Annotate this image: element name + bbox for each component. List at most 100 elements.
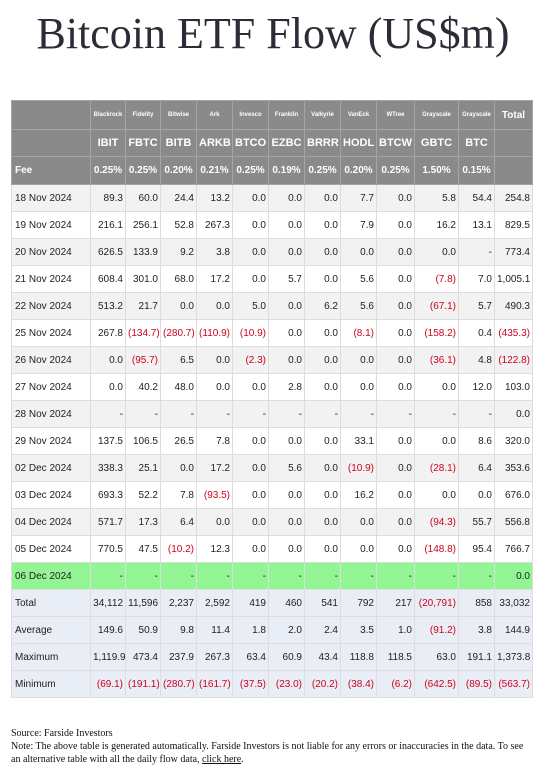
flow: 0.0	[340, 508, 377, 536]
flow: 0.0	[304, 265, 341, 293]
flow: 0.0	[90, 346, 126, 374]
flow: 12.3	[196, 535, 233, 563]
flow: 0.0	[494, 400, 533, 428]
flow: 103.0	[494, 373, 533, 401]
date: 05 Dec 2024	[11, 535, 91, 563]
flow: -	[414, 562, 459, 590]
summary-value: 11,596	[125, 589, 161, 617]
flow: 0.0	[268, 481, 305, 509]
flow-row: 28 Nov 2024- - - - - - - - - - -0.0	[11, 400, 533, 428]
flow: (28.1)	[414, 454, 459, 482]
flow: 0.0	[458, 481, 495, 509]
fee: 0.20%	[340, 156, 377, 185]
flow: 0.0	[232, 238, 269, 266]
date: 22 Nov 2024	[11, 292, 91, 320]
flow: 766.7	[494, 535, 533, 563]
flow: 5.7	[458, 292, 495, 320]
summary-value: 144.9	[494, 616, 533, 644]
flow: 0.0	[304, 481, 341, 509]
ticker: BITB	[160, 129, 197, 157]
flow: 16.2	[340, 481, 377, 509]
flow: 0.0	[304, 508, 341, 536]
summary-value: 473.4	[125, 643, 161, 671]
issuer: Grayscale	[414, 100, 459, 130]
summary-value: (89.5)	[458, 670, 495, 698]
flow: (36.1)	[414, 346, 459, 374]
flow: 13.1	[458, 211, 495, 239]
flow: 0.0	[232, 481, 269, 509]
flow: 0.0	[268, 427, 305, 455]
flow: 54.4	[458, 184, 495, 212]
flow: 0.0	[90, 373, 126, 401]
flow-row: 05 Dec 2024 770.5 47.5 (10.2) 12.3 0.0 0.0 0.0 0…	[11, 535, 533, 563]
summary-label: Minimum	[11, 670, 91, 698]
fee: 1.50%	[414, 156, 459, 185]
flow: 0.0	[268, 292, 305, 320]
flow: (10.9)	[340, 454, 377, 482]
flow: 556.8	[494, 508, 533, 536]
flow: 301.0	[125, 265, 161, 293]
flow: 6.4	[458, 454, 495, 482]
flow: -	[458, 562, 495, 590]
summary-value: 2,237	[160, 589, 197, 617]
flow: 0.0	[232, 373, 269, 401]
flow: 6.4	[160, 508, 197, 536]
flow: -	[458, 400, 495, 428]
ticker: FBTC	[125, 129, 161, 157]
flow: 137.5	[90, 427, 126, 455]
flow: -	[232, 400, 269, 428]
flow: 48.0	[160, 373, 197, 401]
issuer: Bitwise	[160, 100, 197, 130]
summary-value: 2.0	[268, 616, 305, 644]
flow: 0.0	[376, 481, 415, 509]
date: 20 Nov 2024	[11, 238, 91, 266]
summary-value: 9.8	[160, 616, 197, 644]
flow: (134.7)	[125, 319, 161, 347]
ticker: BTC	[458, 129, 495, 157]
date: 18 Nov 2024	[11, 184, 91, 212]
flow: 490.3	[494, 292, 533, 320]
flow: 9.2	[160, 238, 197, 266]
flow: -	[340, 562, 377, 590]
flow: 5.6	[268, 454, 305, 482]
flow: 0.0	[376, 427, 415, 455]
summary-value: (69.1)	[90, 670, 126, 698]
issuer: Invesco	[232, 100, 269, 130]
summary-value: 1.8	[232, 616, 269, 644]
flow: 95.4	[458, 535, 495, 563]
flow: 0.0	[232, 211, 269, 239]
flow: 0.0	[376, 292, 415, 320]
flow: -	[414, 400, 459, 428]
summary-value: 60.9	[268, 643, 305, 671]
flow-row: 04 Dec 2024 571.7 17.3 6.4 0.0 0.0 0.0 0.0 0.0 0.…	[11, 508, 533, 536]
issuer: WTree	[376, 100, 415, 130]
flow: 770.5	[90, 535, 126, 563]
flow: 0.0	[160, 292, 197, 320]
flow: 0.0	[376, 454, 415, 482]
summary-value: 267.3	[196, 643, 233, 671]
date: 04 Dec 2024	[11, 508, 91, 536]
empty-cell	[494, 129, 533, 157]
summary-value: 541	[304, 589, 341, 617]
flow: 5.6	[340, 265, 377, 293]
flow: (94.3)	[414, 508, 459, 536]
flow: 17.2	[196, 265, 233, 293]
flow: 7.7	[340, 184, 377, 212]
summary-value: (37.5)	[232, 670, 269, 698]
summary-row: Average 149.6 50.9 9.8 11.4 1.8 2.0 2.4 3.5 1.0 (9…	[11, 616, 533, 644]
summary-row: Minimum (69.1) (191.1) (280.7) (161.7) (37.5)…	[11, 670, 533, 698]
flow: 0.0	[494, 562, 533, 590]
flow: 773.4	[494, 238, 533, 266]
fee: 0.25%	[232, 156, 269, 185]
flow: -	[458, 238, 495, 266]
flow: 89.3	[90, 184, 126, 212]
flow: 7.9	[340, 211, 377, 239]
ticker: GBTC	[414, 129, 459, 157]
flow: 0.0	[376, 535, 415, 563]
summary-value: 50.9	[125, 616, 161, 644]
flow: 0.0	[304, 454, 341, 482]
summary-value: 43.4	[304, 643, 341, 671]
alt-table-link[interactable]: click here	[202, 754, 242, 765]
summary-value: (191.1)	[125, 670, 161, 698]
flow: -	[90, 562, 126, 590]
